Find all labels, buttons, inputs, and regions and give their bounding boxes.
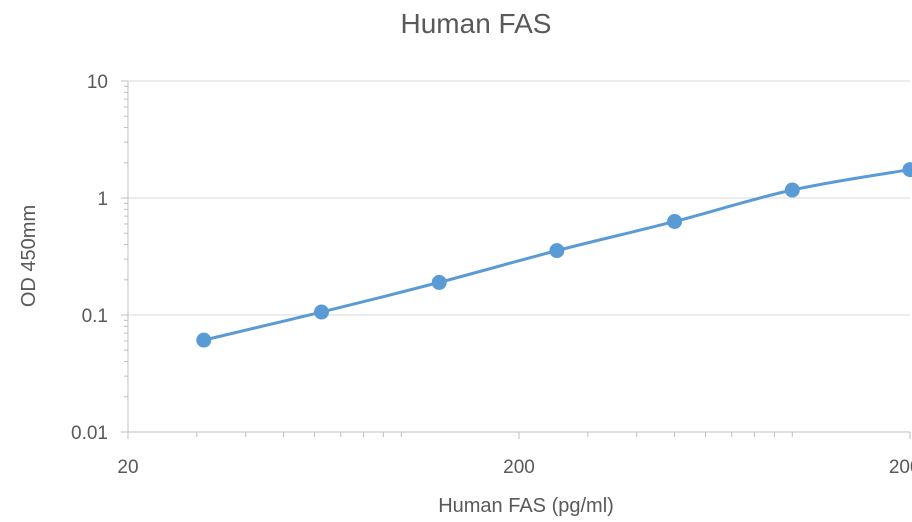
data-point — [549, 243, 565, 259]
series — [196, 162, 912, 348]
y-tick-label: 0.01 — [71, 423, 108, 444]
axes — [121, 80, 911, 439]
data-point — [667, 213, 683, 229]
x-tick-label: 2000 — [889, 457, 912, 478]
y-tick-label: 0.1 — [82, 306, 108, 327]
data-point — [902, 162, 912, 178]
chart-title: Human FAS — [401, 8, 552, 39]
data-point — [784, 182, 800, 198]
y-tick-label: 10 — [87, 72, 108, 93]
grid — [128, 80, 910, 316]
data-point — [431, 274, 447, 290]
y-axis-title: OD 450mm — [18, 205, 40, 307]
x-tick-label: 20 — [117, 457, 138, 478]
data-point — [196, 332, 212, 348]
y-tick-label: 1 — [97, 189, 108, 210]
data-point — [313, 304, 329, 320]
x-axis-title: Human FAS (pg/ml) — [438, 495, 614, 517]
y-tick-labels: 0.01 0.1 1 10 — [71, 72, 108, 444]
x-tick-label: 200 — [503, 457, 535, 478]
x-tick-labels: 20 200 2000 — [117, 457, 912, 478]
